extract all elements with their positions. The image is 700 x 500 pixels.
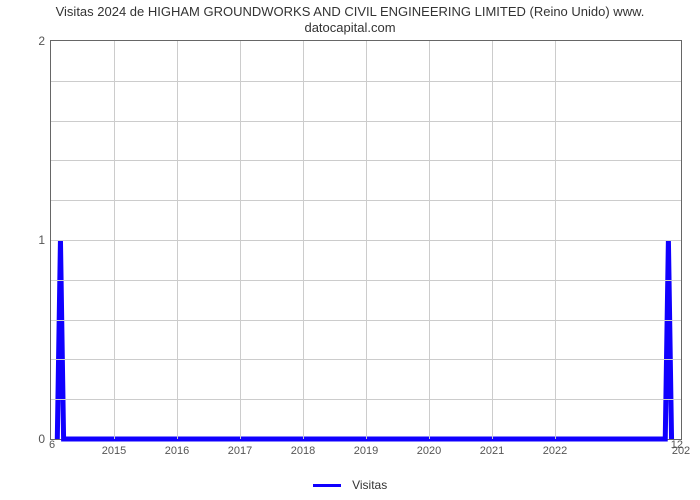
corner-label-left: 6 — [49, 439, 55, 451]
x-tick-label: 2022 — [543, 445, 567, 457]
gridline-vertical — [492, 41, 493, 439]
legend-label: Visitas — [352, 478, 387, 492]
chart-container: Visitas 2024 de HIGHAM GROUNDWORKS AND C… — [0, 0, 700, 500]
x-tick-label: 2016 — [165, 445, 189, 457]
chart-title: Visitas 2024 de HIGHAM GROUNDWORKS AND C… — [0, 4, 700, 37]
plot-area: 0122015201620172018201920202021202220261… — [50, 40, 682, 440]
gridline-vertical — [177, 41, 178, 439]
gridline-vertical — [366, 41, 367, 439]
chart-title-line2: datocapital.com — [304, 20, 395, 35]
x-tick-label: 2021 — [480, 445, 504, 457]
y-tick-label: 1 — [5, 233, 45, 247]
x-tick-label: 2020 — [417, 445, 441, 457]
legend-swatch — [313, 484, 341, 487]
x-tick-label: 2017 — [228, 445, 252, 457]
x-tick-label: 2015 — [102, 445, 126, 457]
gridline-vertical — [555, 41, 556, 439]
gridline-vertical — [114, 41, 115, 439]
gridline-vertical — [240, 41, 241, 439]
series-line — [57, 240, 671, 439]
x-tick-label: 2019 — [354, 445, 378, 457]
gridline-vertical — [429, 41, 430, 439]
chart-title-line1: Visitas 2024 de HIGHAM GROUNDWORKS AND C… — [56, 4, 645, 19]
y-tick-label: 0 — [5, 432, 45, 446]
gridline-vertical — [303, 41, 304, 439]
legend: Visitas — [0, 478, 700, 492]
y-tick-label: 2 — [5, 34, 45, 48]
corner-label-right: 12 — [671, 439, 683, 451]
x-tick-label: 2018 — [291, 445, 315, 457]
